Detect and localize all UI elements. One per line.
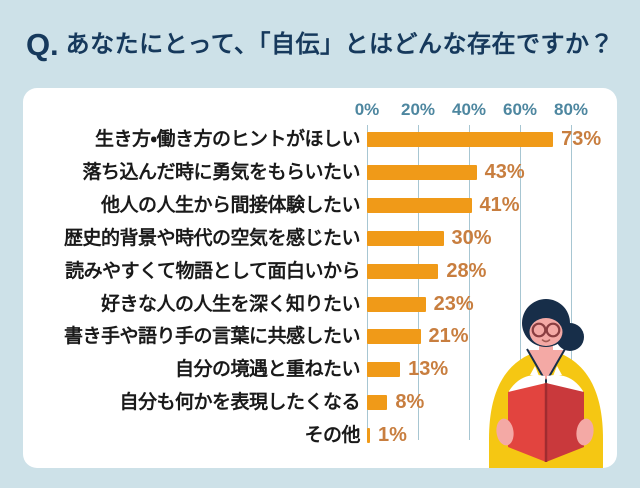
chest: [528, 350, 564, 383]
bar: [367, 362, 401, 378]
chart-row: 生き方・働き方のヒントがほしい 73%: [23, 123, 617, 156]
chart-row: 書き手や語り手の言葉に共感したい 21%: [23, 320, 617, 353]
gridline: [571, 125, 572, 440]
category-label: その他: [304, 425, 360, 447]
question-text: あなたにとって、「自伝」とはどんな存在ですか？: [65, 31, 615, 58]
chart-card: 0% 20% 40% 60% 80% 生き方・働き方のヒントがほしい 73% 落ち込んだ時に勇…: [23, 88, 617, 468]
chart-row: 他人の人生から間接体験したい 41%: [23, 189, 617, 222]
category-label: 落ち込んだ時に勇気をもらいたい: [82, 161, 360, 183]
question-header: Q. あなたにとって、「自伝」とはどんな存在ですか？: [0, 18, 640, 72]
axis-tick-label: 0%: [354, 100, 380, 119]
glasses-left-lens-icon: [531, 322, 547, 338]
chart-row: その他 1%: [23, 419, 617, 452]
v-neck-line: [526, 348, 566, 385]
chart-row: 自分の境遇と重ねたい 13%: [23, 353, 617, 386]
chart-row: 落ち込んだ時に勇気をもらいたい 43%: [23, 156, 617, 189]
category-label: 好きな人の人生を深く知りたい: [100, 293, 361, 315]
gridline: [469, 125, 470, 440]
axis-tick-label: 80%: [553, 100, 589, 119]
bar: [367, 296, 426, 312]
bar: [367, 230, 444, 246]
book-cover-right: [546, 383, 584, 462]
value-label: 1%: [378, 424, 407, 447]
bar: [367, 164, 477, 180]
value-label: 21%: [428, 325, 469, 348]
book-cover-left: [508, 383, 546, 462]
category-label: 生き方・働き方のヒントがほしい: [95, 129, 360, 150]
page-tip: [553, 366, 562, 376]
value-label: 43%: [484, 160, 525, 183]
category-label: 他人の人生から間接体験したい: [100, 194, 361, 216]
axis-tick-label: 40%: [451, 100, 487, 119]
bar: [367, 132, 554, 147]
bar-chart: 0% 20% 40% 60% 80% 生き方・働き方のヒントがほしい 73% 落ち込んだ時に勇…: [23, 88, 617, 468]
question-prefix: Q.: [25, 26, 59, 62]
glasses-right-lens-icon: [545, 322, 561, 338]
category-label: 読みやすくて物語として面白いから: [65, 260, 360, 282]
axis-tick-label: 60%: [502, 100, 538, 119]
value-label: 28%: [446, 259, 487, 282]
woman-reading-book-illustration: [489, 299, 603, 468]
category-label: 自分も何かを表現したくなる: [119, 392, 360, 414]
category-label: 書き手や語り手の言葉に共感したい: [63, 326, 361, 348]
bar: [367, 329, 421, 345]
chart-row: 自分も何かを表現したくなる 8%: [23, 386, 617, 419]
chart-row: 読みやすくて物語として面白いから 28%: [23, 255, 617, 288]
page-tip: [530, 366, 539, 376]
left-hand: [496, 418, 514, 446]
value-label: 23%: [433, 292, 474, 315]
category-label: 歴史的背景や時代の空気を感じたい: [63, 227, 361, 249]
value-label: 30%: [451, 226, 492, 249]
bar: [367, 428, 370, 444]
chart-row: 好きな人の人生を深く知りたい 23%: [23, 288, 617, 321]
smile: [541, 339, 551, 343]
value-label: 73%: [561, 128, 602, 150]
bar: [367, 197, 472, 213]
bar: [367, 395, 388, 411]
value-label: 41%: [479, 193, 520, 216]
gridline: [367, 125, 368, 440]
value-label: 13%: [408, 358, 449, 381]
value-label: 8%: [395, 391, 425, 414]
bar: [367, 263, 439, 279]
gridline: [520, 125, 521, 440]
gridline: [418, 125, 419, 440]
right-hand: [576, 418, 594, 446]
chart-row: 歴史的背景や時代の空気を感じたい 30%: [23, 222, 617, 255]
axis-tick-label: 20%: [400, 100, 436, 119]
category-label: 自分の境遇と重ねたい: [174, 359, 361, 381]
